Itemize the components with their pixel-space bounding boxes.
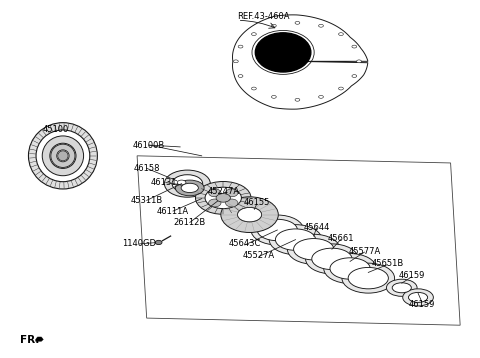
Ellipse shape: [352, 74, 357, 77]
Ellipse shape: [342, 263, 395, 293]
Ellipse shape: [216, 194, 230, 202]
Text: 45247A: 45247A: [207, 187, 240, 196]
Text: 45651B: 45651B: [372, 260, 404, 268]
Ellipse shape: [205, 187, 241, 209]
Ellipse shape: [226, 199, 238, 207]
Ellipse shape: [195, 182, 251, 214]
Ellipse shape: [252, 33, 256, 35]
Ellipse shape: [238, 74, 243, 77]
Text: 26112B: 26112B: [174, 218, 206, 227]
Ellipse shape: [209, 189, 221, 197]
Ellipse shape: [226, 189, 238, 197]
Ellipse shape: [257, 219, 298, 241]
Text: 46100B: 46100B: [133, 141, 165, 150]
Polygon shape: [36, 337, 43, 341]
Ellipse shape: [164, 170, 210, 197]
Text: 46155: 46155: [243, 198, 270, 207]
Ellipse shape: [156, 240, 162, 245]
Ellipse shape: [209, 199, 221, 207]
Ellipse shape: [172, 175, 203, 193]
Text: 45577A: 45577A: [348, 247, 381, 256]
Ellipse shape: [408, 292, 428, 303]
Text: REF.43-460A: REF.43-460A: [238, 12, 290, 21]
Ellipse shape: [221, 197, 278, 232]
Ellipse shape: [51, 144, 75, 168]
Ellipse shape: [272, 24, 276, 27]
Ellipse shape: [272, 96, 276, 98]
Ellipse shape: [294, 238, 334, 260]
Text: 45643C: 45643C: [228, 240, 261, 248]
Ellipse shape: [348, 267, 388, 289]
Polygon shape: [232, 15, 368, 109]
Text: 46159: 46159: [408, 300, 435, 309]
Ellipse shape: [36, 130, 90, 182]
Text: 45527A: 45527A: [243, 251, 275, 260]
Ellipse shape: [276, 229, 316, 250]
Ellipse shape: [58, 151, 68, 161]
Text: 45100: 45100: [43, 125, 69, 134]
Ellipse shape: [251, 215, 304, 245]
Ellipse shape: [252, 87, 256, 90]
Ellipse shape: [319, 96, 324, 98]
Ellipse shape: [403, 289, 433, 306]
Ellipse shape: [57, 150, 69, 162]
Text: 45644: 45644: [303, 223, 330, 232]
Ellipse shape: [386, 279, 417, 296]
Ellipse shape: [28, 123, 97, 189]
Ellipse shape: [50, 143, 76, 168]
Ellipse shape: [233, 60, 238, 63]
Ellipse shape: [295, 21, 300, 24]
Ellipse shape: [324, 253, 376, 284]
Ellipse shape: [288, 234, 340, 264]
Ellipse shape: [181, 183, 198, 193]
Ellipse shape: [269, 225, 322, 255]
Ellipse shape: [312, 248, 352, 270]
Text: 45661: 45661: [327, 234, 354, 243]
Ellipse shape: [177, 180, 186, 185]
Ellipse shape: [319, 24, 324, 27]
Ellipse shape: [338, 33, 343, 35]
Ellipse shape: [42, 136, 84, 176]
Ellipse shape: [255, 33, 311, 72]
Ellipse shape: [238, 208, 262, 222]
Ellipse shape: [175, 180, 204, 196]
Ellipse shape: [306, 244, 358, 274]
Ellipse shape: [392, 283, 411, 293]
Text: 1140GD: 1140GD: [122, 240, 156, 248]
Ellipse shape: [238, 208, 262, 222]
Text: 46131: 46131: [150, 178, 177, 187]
Text: FR.: FR.: [20, 335, 39, 345]
Text: 46158: 46158: [133, 164, 160, 173]
Ellipse shape: [338, 87, 343, 90]
Text: 46159: 46159: [398, 271, 424, 281]
Text: 45311B: 45311B: [131, 196, 163, 205]
Ellipse shape: [357, 60, 361, 63]
Ellipse shape: [295, 98, 300, 101]
Ellipse shape: [238, 45, 243, 48]
Ellipse shape: [330, 258, 370, 279]
Text: 46111A: 46111A: [157, 207, 189, 216]
Ellipse shape: [352, 45, 357, 48]
